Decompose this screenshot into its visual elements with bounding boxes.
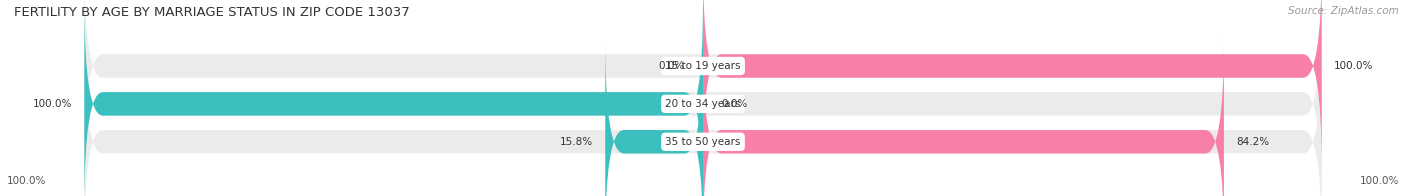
Text: 100.0%: 100.0% — [7, 176, 46, 186]
Text: 20 to 34 years: 20 to 34 years — [665, 99, 741, 109]
Text: 100.0%: 100.0% — [1360, 176, 1399, 186]
Text: 100.0%: 100.0% — [1334, 61, 1374, 71]
Text: 15.8%: 15.8% — [560, 137, 593, 147]
FancyBboxPatch shape — [703, 40, 1223, 196]
Text: 84.2%: 84.2% — [1236, 137, 1270, 147]
Text: 35 to 50 years: 35 to 50 years — [665, 137, 741, 147]
FancyBboxPatch shape — [703, 0, 1322, 168]
Text: 15 to 19 years: 15 to 19 years — [665, 61, 741, 71]
FancyBboxPatch shape — [84, 2, 1322, 196]
Text: Source: ZipAtlas.com: Source: ZipAtlas.com — [1288, 6, 1399, 16]
FancyBboxPatch shape — [84, 2, 703, 196]
Text: 0.0%: 0.0% — [658, 61, 685, 71]
Text: 100.0%: 100.0% — [32, 99, 72, 109]
Text: FERTILITY BY AGE BY MARRIAGE STATUS IN ZIP CODE 13037: FERTILITY BY AGE BY MARRIAGE STATUS IN Z… — [14, 6, 409, 19]
FancyBboxPatch shape — [84, 40, 1322, 196]
Text: 0.0%: 0.0% — [721, 99, 748, 109]
FancyBboxPatch shape — [605, 40, 703, 196]
FancyBboxPatch shape — [84, 0, 1322, 168]
